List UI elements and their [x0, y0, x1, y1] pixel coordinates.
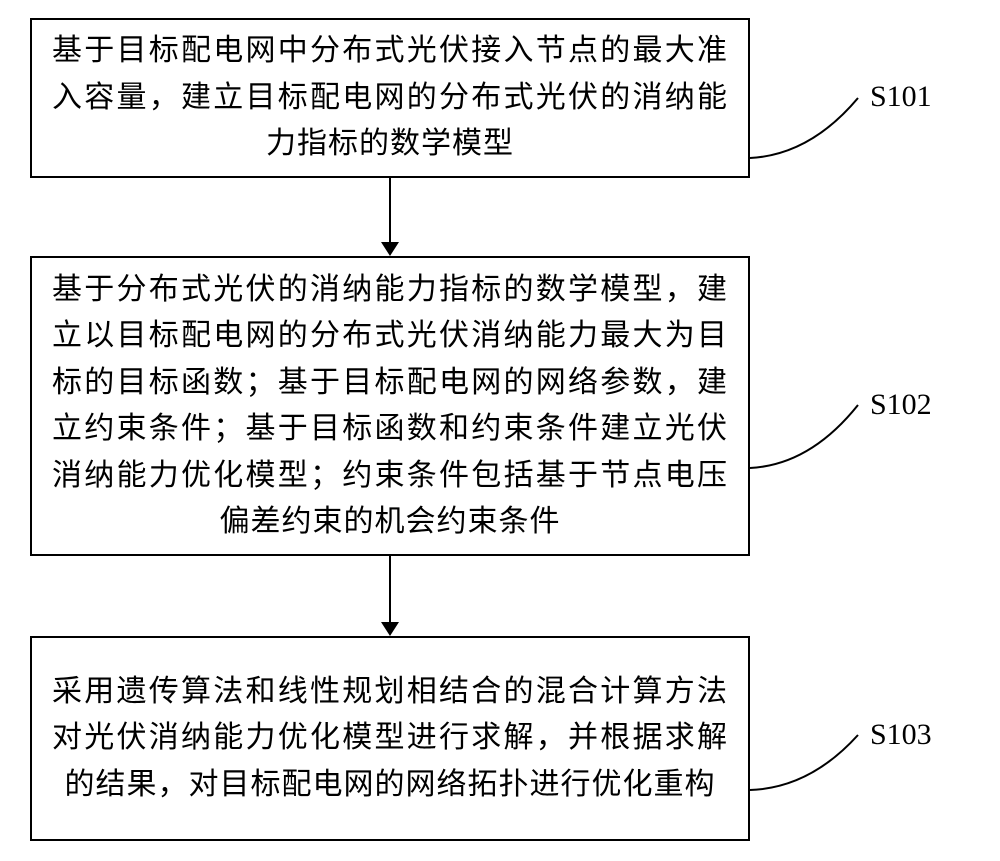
label-connector-n2	[745, 400, 863, 473]
flow-node-label-text: S102	[870, 388, 932, 421]
flow-node-label-n1: S101	[870, 80, 932, 114]
flow-node-label-n2: S102	[870, 388, 932, 422]
flow-node-n3: 采用遗传算法和线性规划相结合的混合计算方法对光伏消纳能力优化模型进行求解，并根据…	[30, 636, 750, 841]
label-connector-n1	[745, 93, 863, 163]
flow-arrow-n1-n2	[361, 178, 419, 256]
label-connector-n3	[745, 730, 863, 795]
flow-node-label-n3: S103	[870, 718, 932, 752]
flow-node-label-text: S103	[870, 718, 932, 751]
flow-node-text: 基于分布式光伏的消纳能力指标的数学模型，建立以目标配电网的分布式光伏消纳能力最大…	[52, 267, 728, 546]
flow-node-label-text: S101	[870, 80, 932, 113]
flow-arrow-n2-n3	[361, 556, 419, 636]
flow-node-text: 基于目标配电网中分布式光伏接入节点的最大准入容量，建立目标配电网的分布式光伏的消…	[52, 28, 728, 168]
flowchart-canvas: 基于目标配电网中分布式光伏接入节点的最大准入容量，建立目标配电网的分布式光伏的消…	[0, 0, 1000, 861]
flow-node-n1: 基于目标配电网中分布式光伏接入节点的最大准入容量，建立目标配电网的分布式光伏的消…	[30, 18, 750, 178]
flow-node-n2: 基于分布式光伏的消纳能力指标的数学模型，建立以目标配电网的分布式光伏消纳能力最大…	[30, 256, 750, 556]
flow-node-text: 采用遗传算法和线性规划相结合的混合计算方法对光伏消纳能力优化模型进行求解，并根据…	[52, 669, 728, 809]
